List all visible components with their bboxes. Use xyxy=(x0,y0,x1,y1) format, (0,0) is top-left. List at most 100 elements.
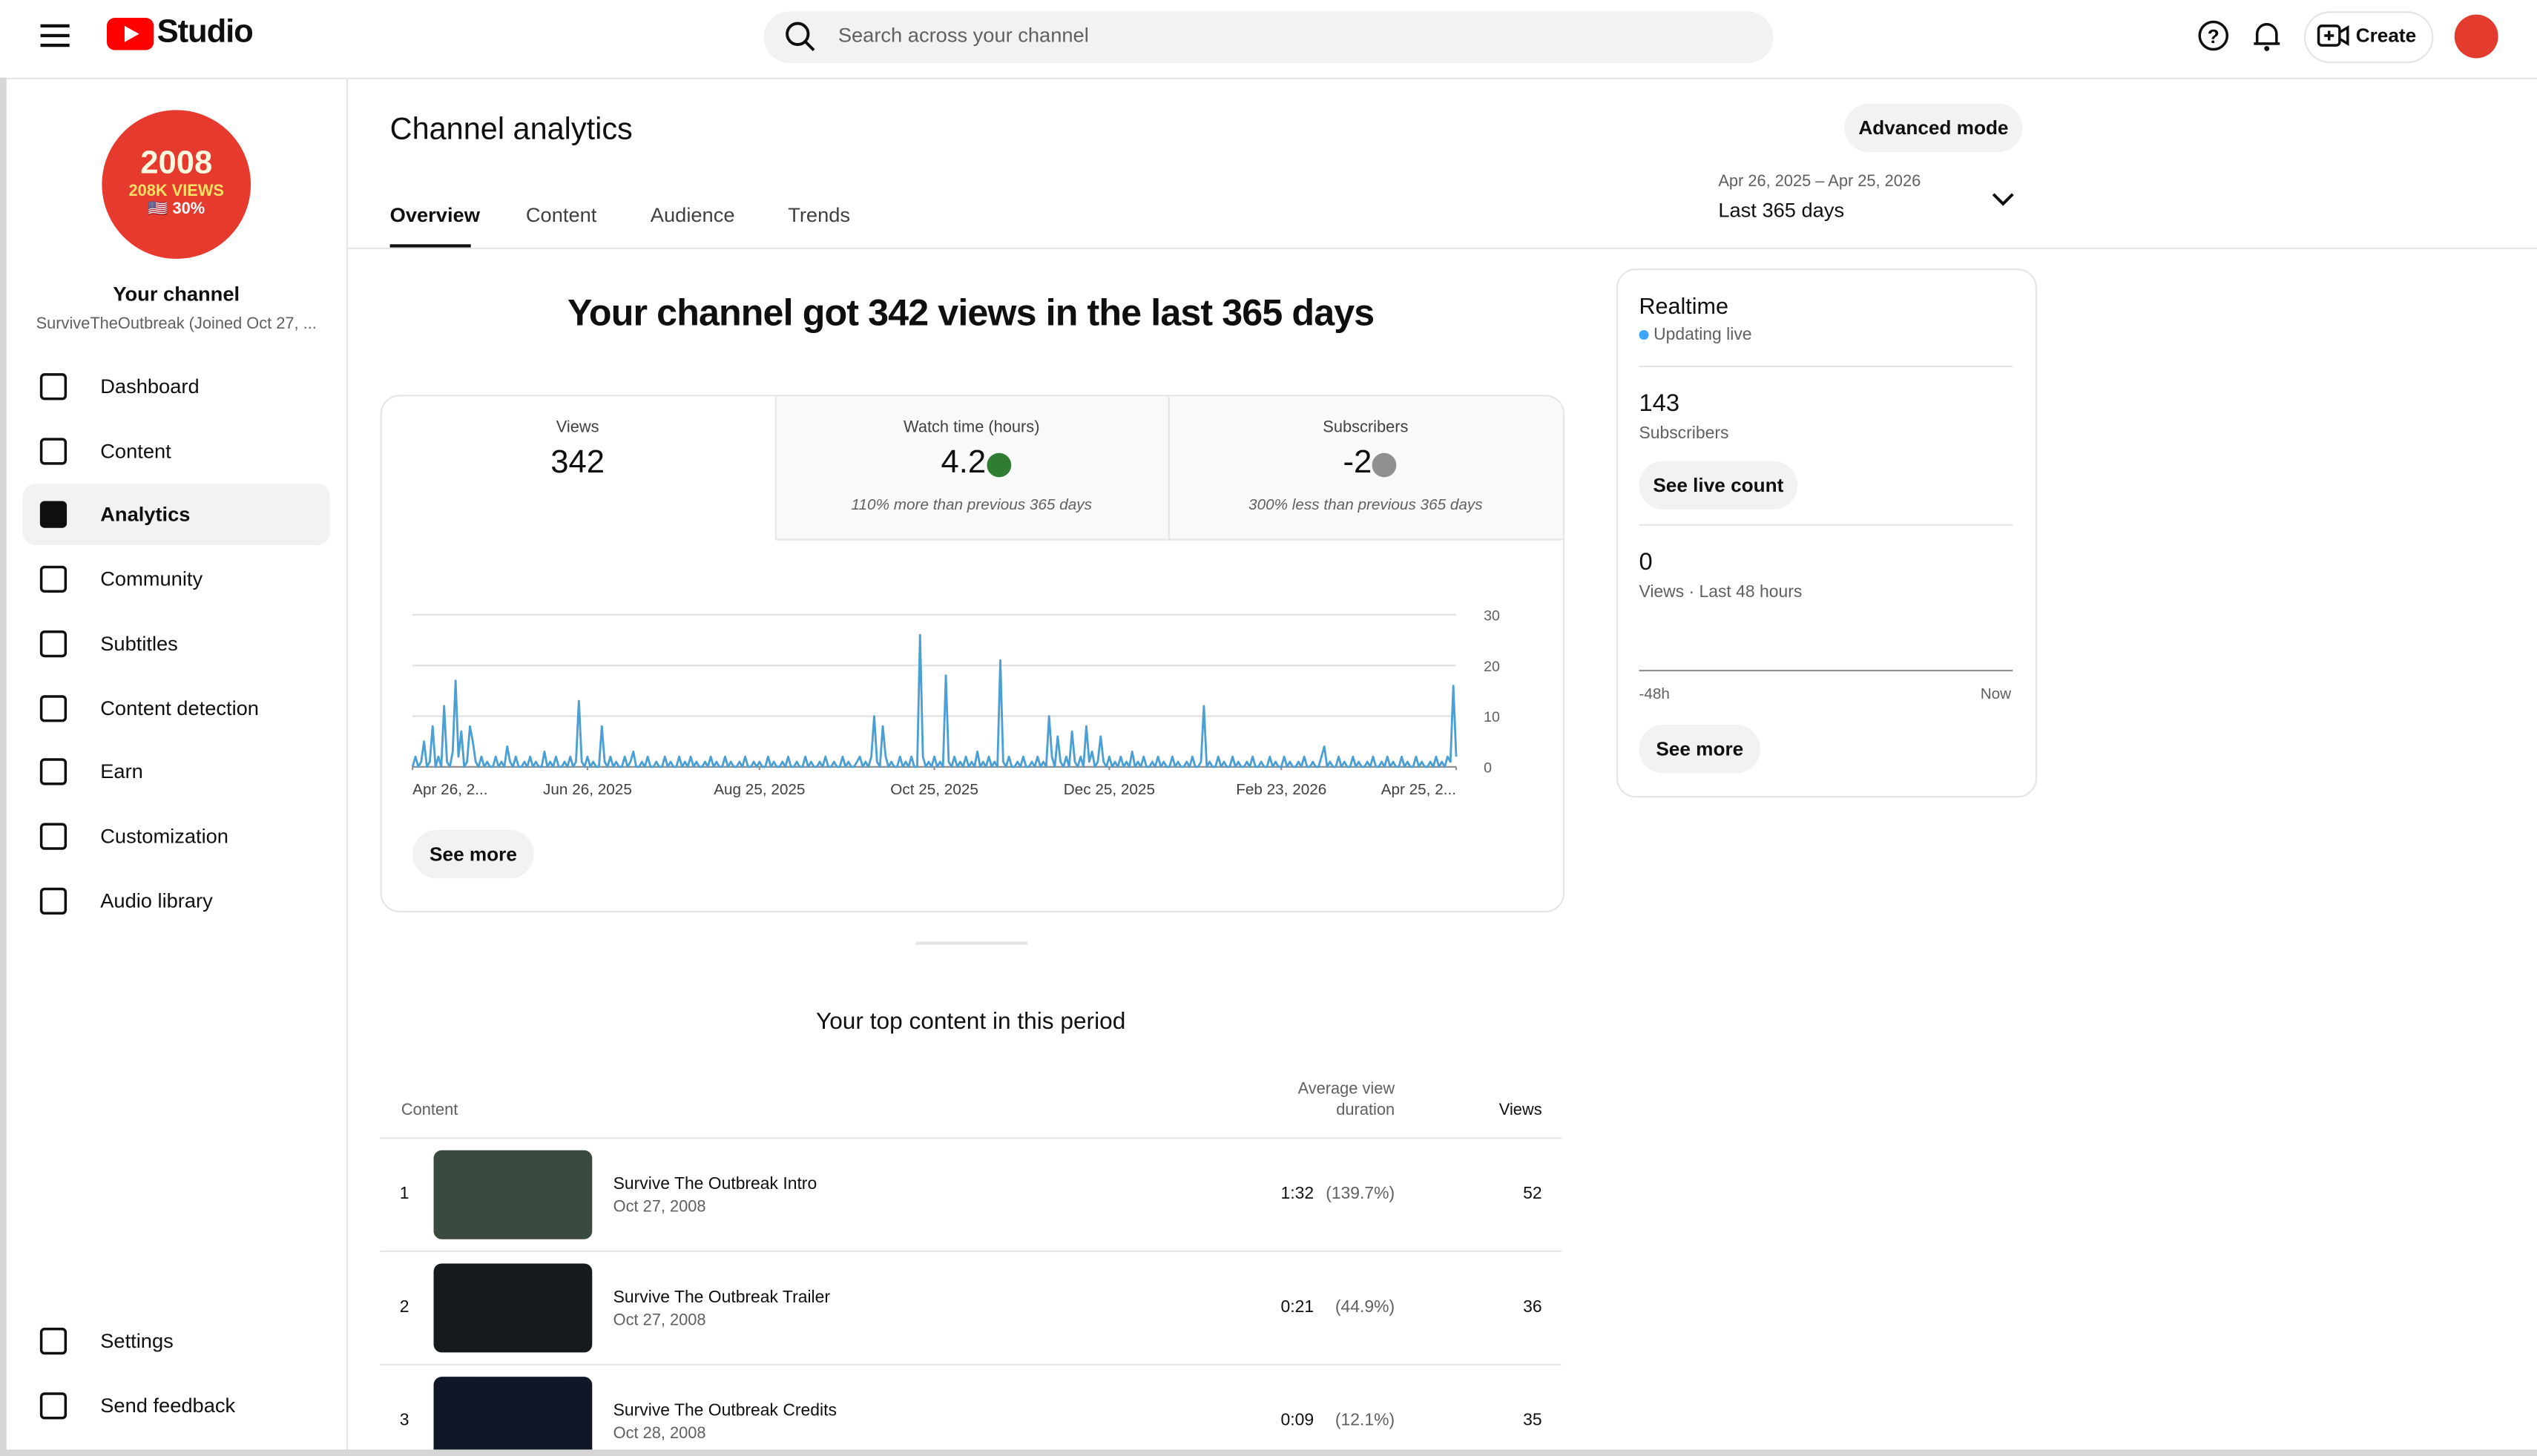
thumbnail[interactable] xyxy=(433,1263,593,1353)
rank: 3 xyxy=(399,1410,409,1431)
video-date: Oct 27, 2008 xyxy=(613,1199,706,1217)
views: 35 xyxy=(1523,1410,1542,1431)
realtime-title: Realtime xyxy=(1639,292,1728,319)
icon-shape xyxy=(39,437,68,464)
video-date: Oct 28, 2008 xyxy=(613,1425,706,1443)
logo-text: Studio xyxy=(157,14,254,50)
header-divider xyxy=(347,247,2537,249)
icon-shape xyxy=(39,694,68,722)
nav-item[interactable]: Subtitles xyxy=(23,613,330,674)
page-title: Channel analytics xyxy=(389,113,633,148)
tab[interactable]: Audience xyxy=(650,203,735,227)
nav-icon xyxy=(39,373,68,401)
x-tick-label: Feb 23, 2026 xyxy=(1236,781,1326,798)
nav-item[interactable]: Content xyxy=(23,420,330,481)
icon-shape xyxy=(39,886,68,915)
content-row[interactable] xyxy=(380,1251,1562,1366)
avatar-line: 208K VIEWS xyxy=(128,182,224,201)
avatar-line: 2008 xyxy=(140,145,213,182)
nav-item[interactable]: Customization xyxy=(23,806,330,867)
tab[interactable]: Overview xyxy=(389,203,480,227)
video-date: Oct 27, 2008 xyxy=(613,1311,706,1330)
help-button[interactable]: ? xyxy=(2197,19,2230,52)
nav-item[interactable]: Send feedback xyxy=(23,1375,330,1437)
realtime-axis xyxy=(1639,669,2013,672)
search-box[interactable] xyxy=(763,11,1774,64)
nav-label: Subtitles xyxy=(100,632,178,655)
period[interactable]: Last 365 days xyxy=(1718,199,1845,222)
nav-item[interactable]: Dashboard xyxy=(23,356,330,418)
tab-indicator xyxy=(389,244,471,248)
create-button[interactable] xyxy=(2303,11,2434,64)
trend-down-icon xyxy=(1372,452,1397,478)
y-tick-label: 20 xyxy=(1484,659,1500,675)
realtime-see-more[interactable]: See more xyxy=(1639,725,1761,774)
rank: 2 xyxy=(399,1297,409,1317)
metric-value: 4.2 xyxy=(941,444,987,481)
content-row[interactable] xyxy=(380,1363,1562,1456)
nav-item[interactable]: Analytics xyxy=(22,484,330,546)
period-dropdown[interactable] xyxy=(1992,191,2015,207)
nav-icon xyxy=(39,437,68,464)
axis-end: Now xyxy=(1980,685,2012,704)
create-icon xyxy=(2317,24,2349,47)
subscriber-count: 143 xyxy=(1639,389,1680,418)
nav-icon xyxy=(39,1328,68,1355)
nav-label: Content detection xyxy=(100,696,259,719)
realtime-card xyxy=(1616,269,2038,798)
svg-text:?: ? xyxy=(2208,25,2220,47)
views-chart: 0 10 20 30 Apr 26, 2... Jun 26, 2025 Aug 25, 2… xyxy=(411,607,1500,798)
realtime-status: Updating live xyxy=(1654,325,1752,345)
subscriber-label: Subscribers xyxy=(1639,424,1729,444)
advanced-mode-button[interactable]: Advanced mode xyxy=(1844,103,2023,153)
avatar-line: 🇺🇸 30% xyxy=(148,200,205,219)
icon-shape xyxy=(39,1328,68,1355)
x-tick-label: Oct 25, 2025 xyxy=(890,781,978,798)
metric-label: Views xyxy=(556,418,599,437)
nav-icon xyxy=(39,630,68,657)
account-avatar[interactable] xyxy=(2454,14,2498,59)
video-title[interactable]: Survive The Outbreak Intro xyxy=(613,1174,817,1194)
nav-icon xyxy=(39,501,68,529)
nav-label: Community xyxy=(100,567,203,591)
nav-item[interactable]: Settings xyxy=(23,1311,330,1372)
tab[interactable]: Content xyxy=(525,203,597,227)
search-icon xyxy=(786,22,815,52)
nav-item[interactable]: Earn xyxy=(23,741,330,803)
see-more-button[interactable]: See more xyxy=(412,829,534,879)
icon-shape xyxy=(39,1392,68,1420)
nav-label: Audio library xyxy=(100,889,213,912)
axis-start: -48h xyxy=(1639,685,1670,704)
thumbnail[interactable] xyxy=(433,1150,593,1239)
thumbnail[interactable] xyxy=(433,1377,593,1456)
nav-item[interactable]: Audio library xyxy=(23,870,330,932)
tab[interactable]: Trends xyxy=(788,203,851,227)
icon-shape xyxy=(39,758,68,785)
nav-label: Dashboard xyxy=(100,375,200,398)
channel-title: Your channel xyxy=(113,283,240,306)
see-live-count-button[interactable]: See live count xyxy=(1639,461,1798,510)
column-header: Content xyxy=(401,1101,458,1120)
nav-item[interactable]: Content detection xyxy=(23,677,330,739)
youtube-logo[interactable] xyxy=(106,17,154,50)
window-edge xyxy=(0,1449,2537,1456)
video-title[interactable]: Survive The Outbreak Credits xyxy=(613,1400,837,1421)
nav-item[interactable]: Community xyxy=(23,549,330,610)
video-title[interactable]: Survive The Outbreak Trailer xyxy=(613,1288,830,1308)
channel-avatar[interactable]: 2008 208K VIEWS 🇺🇸 30% xyxy=(102,110,251,259)
notifications-button[interactable] xyxy=(2252,19,2281,52)
metric-note: 300% less than previous 365 days xyxy=(1248,496,1483,515)
content-row[interactable] xyxy=(380,1137,1562,1252)
nav-label: Send feedback xyxy=(100,1394,236,1417)
metric-note: 110% more than previous 365 days xyxy=(851,496,1092,515)
x-tick-label: Apr 25, 2... xyxy=(1381,781,1456,798)
metric-value: 342 xyxy=(550,444,605,481)
window-edge xyxy=(0,77,7,1456)
menu-button[interactable] xyxy=(40,23,70,49)
top-content-title: Your top content in this period xyxy=(816,1009,1126,1035)
x-tick-label: Apr 26, 2... xyxy=(412,781,487,798)
metric-label: Subscribers xyxy=(1323,418,1409,437)
views-line xyxy=(411,633,1458,768)
